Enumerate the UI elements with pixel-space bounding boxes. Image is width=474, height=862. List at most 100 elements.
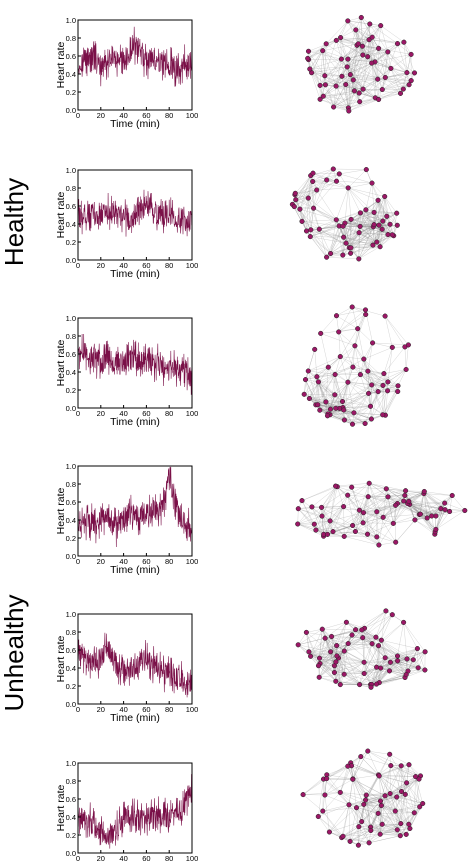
x-tick-label: 0 bbox=[76, 705, 80, 714]
network-edge bbox=[348, 187, 361, 213]
network-edge bbox=[304, 374, 336, 395]
network-edge bbox=[406, 651, 426, 660]
network-node bbox=[385, 494, 391, 500]
network-edge bbox=[325, 367, 329, 402]
network-edge bbox=[351, 487, 364, 523]
network-node bbox=[359, 627, 365, 633]
network-edge bbox=[352, 345, 356, 368]
network-edge bbox=[378, 93, 401, 100]
network-edge bbox=[335, 661, 360, 685]
y-tick-label: 0.2 bbox=[66, 88, 76, 97]
network-node bbox=[359, 43, 365, 49]
network-edge bbox=[298, 508, 323, 517]
network-edge bbox=[352, 306, 366, 315]
network-node bbox=[449, 492, 455, 499]
network-edge bbox=[304, 394, 335, 395]
network-node bbox=[308, 653, 314, 659]
network-edge bbox=[370, 826, 401, 836]
network-edge bbox=[319, 638, 326, 659]
network-edge bbox=[362, 522, 377, 538]
network-edge bbox=[372, 37, 398, 44]
network-node bbox=[382, 193, 388, 200]
network-edge bbox=[304, 376, 318, 395]
x-tick-label: 60 bbox=[142, 854, 150, 862]
network-edge bbox=[297, 508, 299, 525]
network-edge bbox=[357, 328, 364, 360]
network-node bbox=[368, 416, 374, 422]
network-edge bbox=[384, 196, 391, 225]
network-edge bbox=[352, 779, 386, 796]
x-tick-label: 20 bbox=[97, 557, 105, 566]
network-edge bbox=[367, 371, 369, 394]
network-node bbox=[341, 407, 347, 413]
network-edge bbox=[324, 779, 353, 796]
network-node bbox=[369, 34, 375, 40]
network-edge bbox=[381, 805, 409, 825]
network-node bbox=[357, 372, 363, 378]
network-edge bbox=[334, 345, 356, 375]
x-axis-label: Time (min) bbox=[110, 712, 160, 724]
network-edge bbox=[295, 199, 314, 209]
network-edge bbox=[319, 229, 344, 238]
network-edge bbox=[352, 414, 383, 425]
network-edge bbox=[378, 542, 396, 546]
network-node bbox=[338, 56, 344, 62]
network-edge bbox=[359, 79, 378, 102]
network-edge bbox=[390, 765, 416, 777]
network-edge bbox=[298, 629, 323, 645]
y-tick-label: 0.4 bbox=[66, 220, 76, 229]
network-edge bbox=[384, 795, 401, 824]
network-edge bbox=[341, 76, 378, 80]
network-edge bbox=[323, 778, 341, 793]
network-node bbox=[305, 195, 311, 201]
x-tick-label: 100 bbox=[186, 409, 199, 418]
network-edge bbox=[379, 765, 402, 777]
y-tick-label: 0.0 bbox=[66, 106, 76, 115]
network-edge bbox=[419, 514, 435, 535]
network-edge bbox=[363, 347, 393, 360]
network-edge bbox=[346, 622, 362, 631]
network-edge bbox=[341, 46, 363, 60]
network-edge bbox=[344, 536, 377, 538]
network-edge bbox=[347, 766, 380, 777]
network-edge bbox=[361, 629, 382, 641]
network-edge bbox=[312, 173, 340, 175]
network-edge bbox=[358, 246, 381, 260]
network-edge bbox=[362, 610, 387, 638]
network-edge bbox=[383, 505, 396, 518]
network-node bbox=[404, 656, 410, 662]
x-axis-label: Time (min) bbox=[110, 416, 160, 428]
network-edge bbox=[366, 795, 379, 814]
network-graph bbox=[301, 304, 411, 427]
network-edge bbox=[310, 225, 340, 237]
network-node bbox=[348, 216, 354, 222]
y-tick-label: 0.0 bbox=[66, 700, 76, 709]
network-node bbox=[324, 177, 330, 183]
network-node bbox=[333, 405, 339, 411]
network-node bbox=[369, 382, 375, 388]
network-edge bbox=[367, 750, 402, 766]
network-graph bbox=[295, 480, 468, 548]
network-node bbox=[402, 791, 408, 797]
network-node bbox=[316, 655, 323, 661]
x-tick-label: 40 bbox=[119, 557, 127, 566]
network-edge bbox=[321, 507, 328, 535]
network-edge bbox=[381, 640, 418, 649]
network-edge bbox=[295, 189, 317, 194]
network-node bbox=[380, 514, 386, 520]
network-node bbox=[442, 507, 448, 513]
network-edge bbox=[333, 76, 343, 108]
network-edge bbox=[343, 496, 369, 507]
network-edge bbox=[384, 795, 398, 830]
network-edge bbox=[431, 495, 453, 517]
network-edge bbox=[318, 381, 335, 395]
network-edge bbox=[303, 792, 341, 795]
y-tick-label: 0.8 bbox=[66, 34, 76, 43]
network-node bbox=[355, 842, 361, 848]
network-node bbox=[397, 90, 404, 96]
network-edge bbox=[316, 187, 349, 191]
network-edge bbox=[330, 512, 364, 522]
network-edge bbox=[343, 506, 364, 523]
network-edge bbox=[386, 488, 396, 506]
network-edge bbox=[356, 807, 381, 835]
